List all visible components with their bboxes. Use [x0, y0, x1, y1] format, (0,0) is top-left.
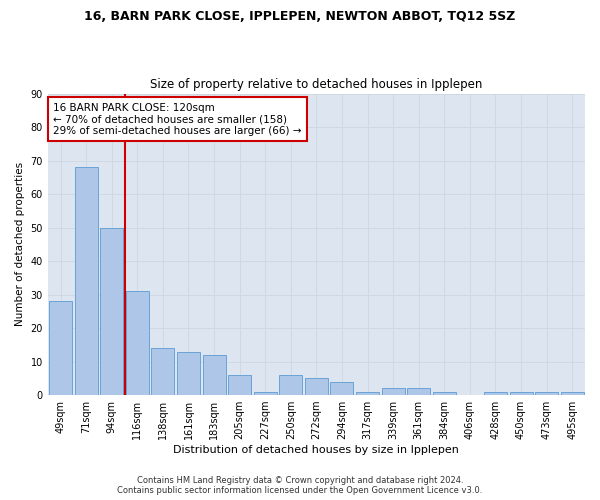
Text: 16 BARN PARK CLOSE: 120sqm
← 70% of detached houses are smaller (158)
29% of sem: 16 BARN PARK CLOSE: 120sqm ← 70% of deta…	[53, 102, 302, 136]
Bar	[560, 392, 584, 395]
Bar	[49, 302, 72, 395]
Text: Contains HM Land Registry data © Crown copyright and database right 2024.
Contai: Contains HM Land Registry data © Crown c…	[118, 476, 482, 495]
Bar	[100, 228, 123, 395]
Bar	[151, 348, 175, 395]
Bar	[203, 355, 226, 395]
Bar	[484, 392, 507, 395]
Bar	[177, 352, 200, 395]
Y-axis label: Number of detached properties: Number of detached properties	[15, 162, 25, 326]
Bar	[331, 382, 353, 395]
Bar	[74, 168, 98, 395]
Bar	[126, 291, 149, 395]
Bar	[356, 392, 379, 395]
Bar	[382, 388, 404, 395]
Bar	[280, 375, 302, 395]
Title: Size of property relative to detached houses in Ipplepen: Size of property relative to detached ho…	[150, 78, 482, 91]
Text: 16, BARN PARK CLOSE, IPPLEPEN, NEWTON ABBOT, TQ12 5SZ: 16, BARN PARK CLOSE, IPPLEPEN, NEWTON AB…	[85, 10, 515, 23]
Bar	[509, 392, 533, 395]
Bar	[228, 375, 251, 395]
Bar	[433, 392, 456, 395]
Bar	[407, 388, 430, 395]
Bar	[254, 392, 277, 395]
X-axis label: Distribution of detached houses by size in Ipplepen: Distribution of detached houses by size …	[173, 445, 460, 455]
Bar	[305, 378, 328, 395]
Bar	[535, 392, 558, 395]
